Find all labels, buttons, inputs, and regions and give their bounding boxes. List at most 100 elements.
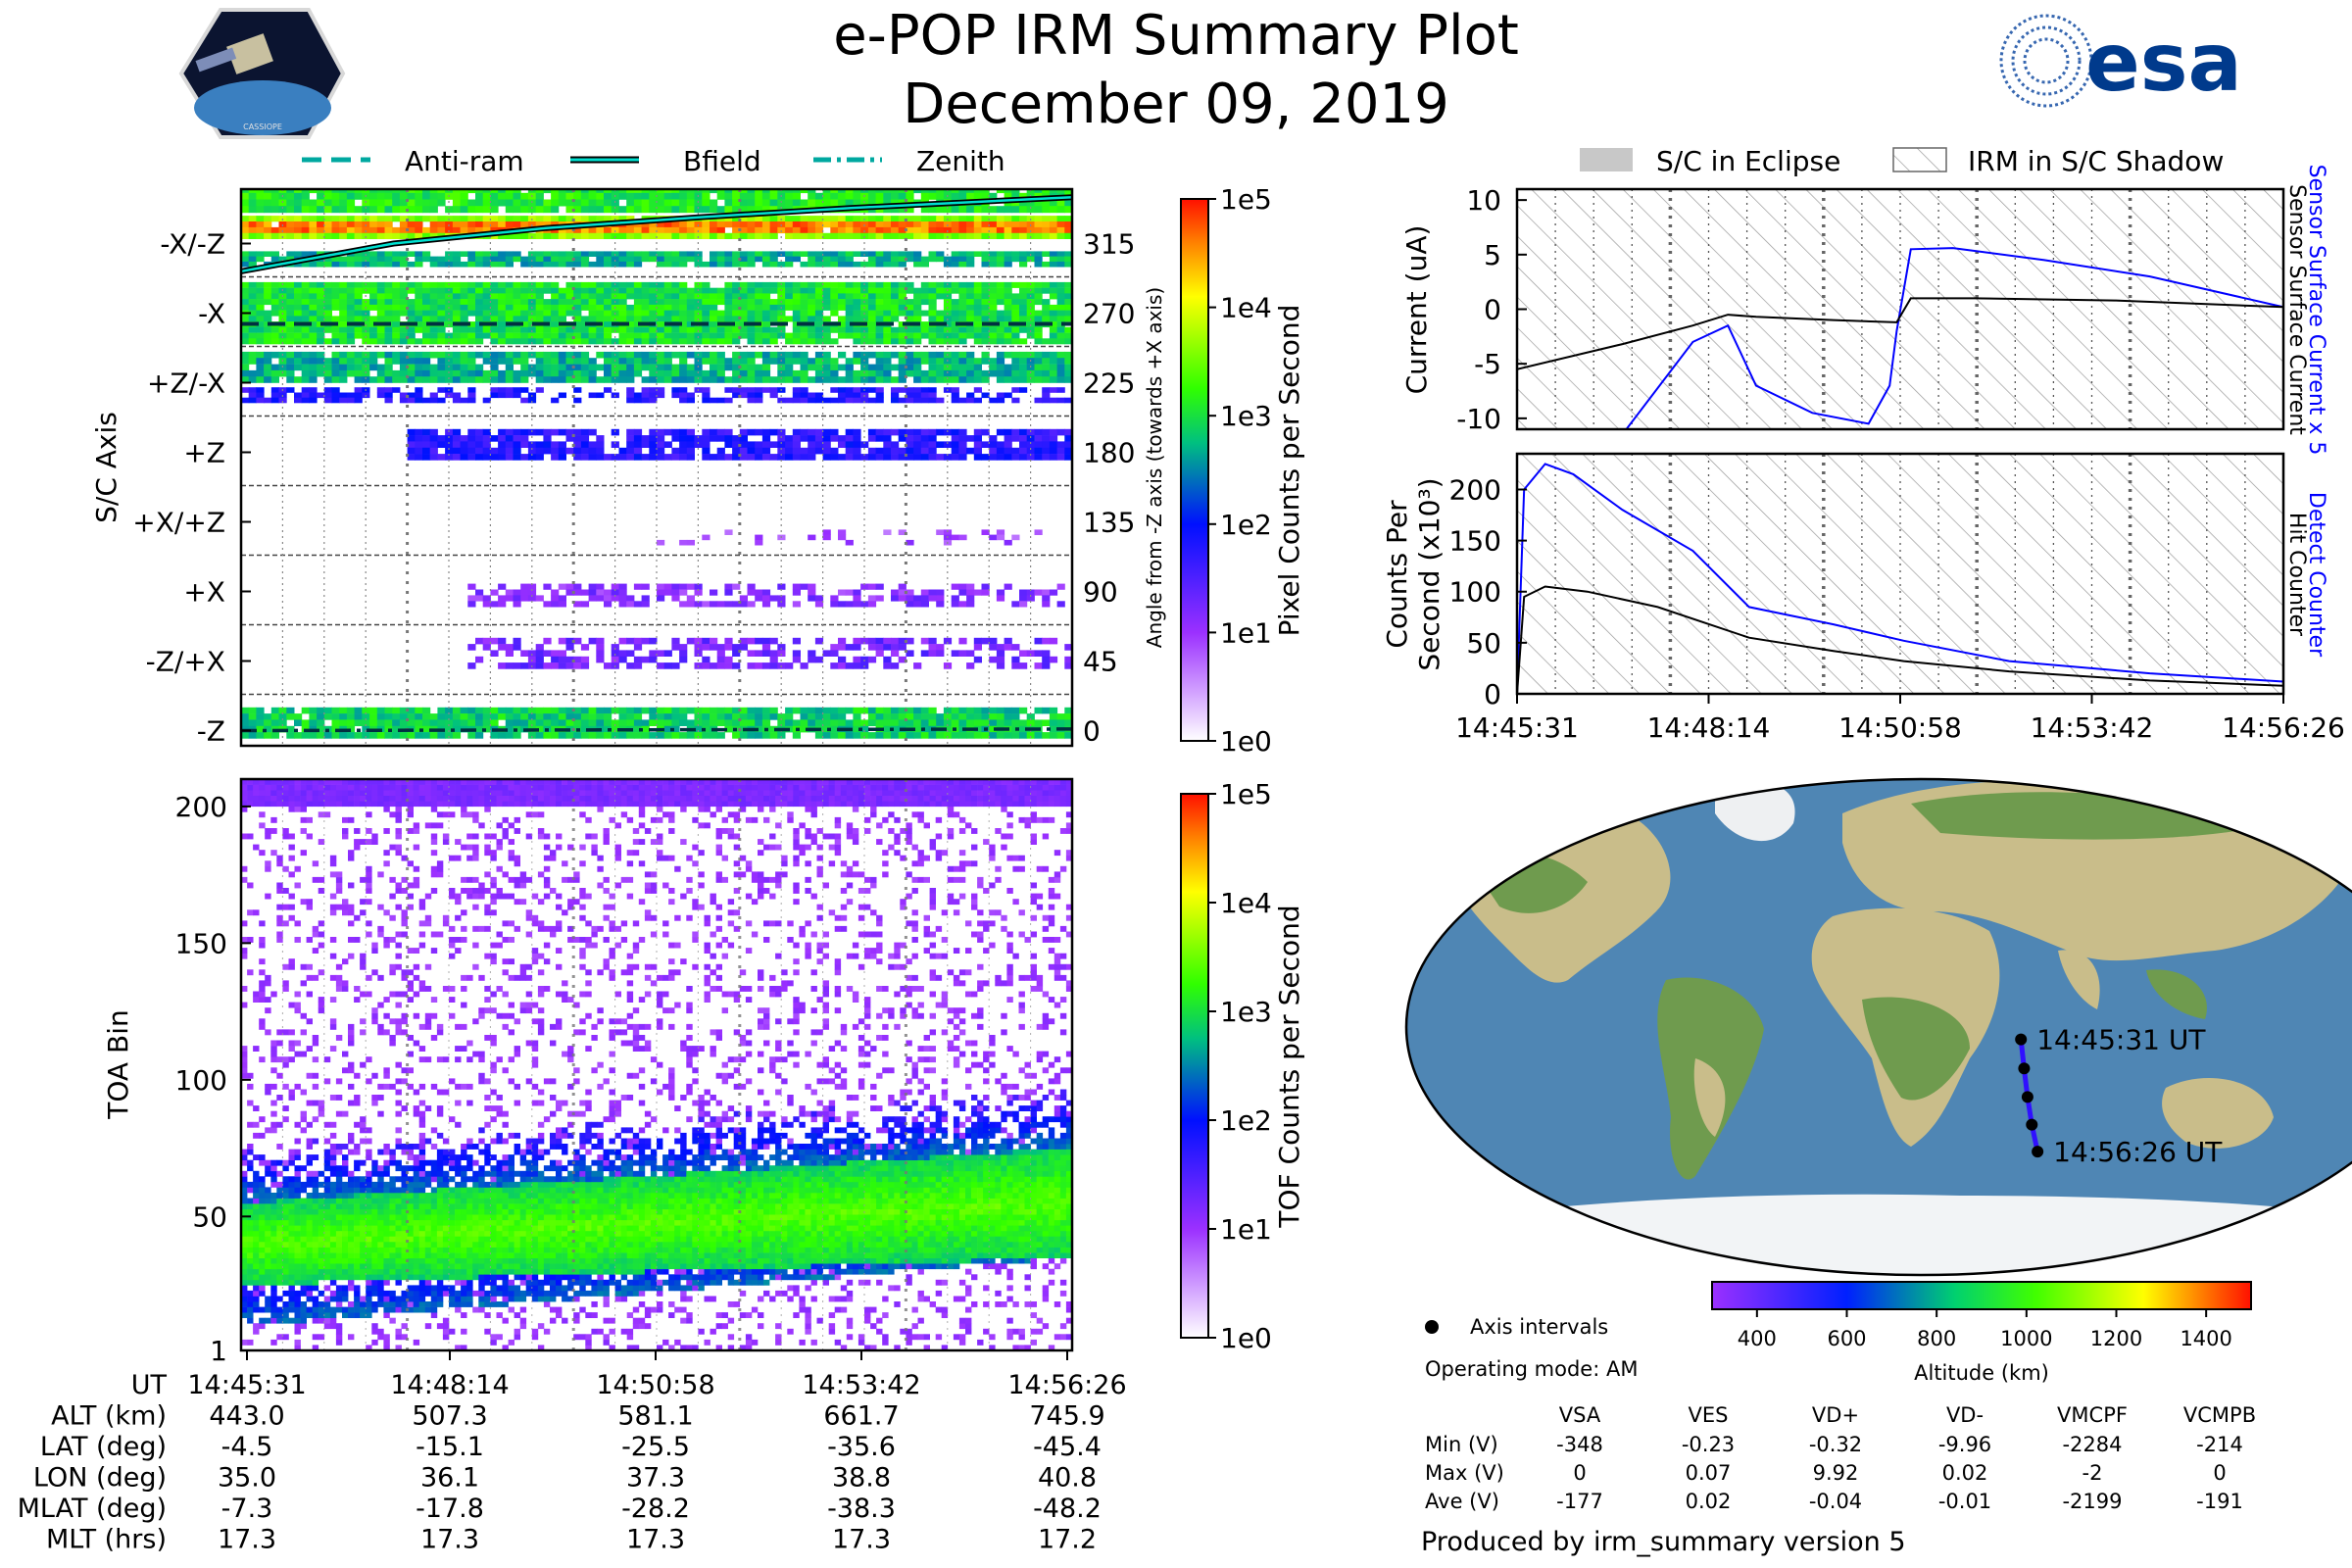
pixel-cell (989, 534, 998, 541)
pixel-cell (385, 753, 393, 760)
pixel-cell (732, 316, 741, 322)
tof-cell (282, 1203, 289, 1209)
pixel-cell (761, 351, 771, 359)
pixel-cell (565, 206, 574, 214)
pixel-cell (513, 304, 521, 311)
pixel-cell (906, 435, 914, 442)
tof-cell (247, 1306, 254, 1313)
pixel-cell (649, 454, 658, 461)
pixel-cell (671, 338, 680, 345)
pixel-cell (588, 707, 597, 714)
pixel-cell (649, 637, 658, 645)
pixel-cell (996, 428, 1005, 436)
pixel-cell (634, 753, 642, 760)
pixel-cell (369, 261, 378, 268)
pixel-cell (596, 713, 605, 720)
pixel-cell (785, 447, 794, 455)
pixel-cell (558, 392, 566, 399)
pixel-cell (460, 397, 468, 404)
pixel-cell (596, 261, 605, 268)
pixel-cell (369, 358, 378, 365)
tof-cell (288, 1219, 295, 1226)
pixel-cell (452, 725, 462, 733)
pixel-cell (256, 316, 265, 322)
pixel-cell (649, 351, 658, 359)
pixel-cell (551, 281, 560, 288)
pixel-cell (270, 287, 279, 294)
pixel-cell (966, 358, 975, 365)
pixel-cell (755, 392, 763, 399)
pixel-cell (369, 732, 378, 739)
pixel-cell (346, 293, 356, 300)
pixel-cell (928, 338, 937, 345)
pixel-cell (513, 351, 521, 359)
tof-cell (276, 1095, 283, 1101)
pixel-cell (604, 310, 612, 317)
pixel-cell (920, 397, 929, 404)
pixel-cell (384, 326, 393, 333)
tof-cell (270, 991, 277, 998)
tof-cell (259, 1306, 266, 1313)
pixel-cell (973, 376, 982, 383)
pixel-cell (822, 376, 831, 383)
pixel-cell (777, 435, 786, 442)
pixel-cell (663, 583, 672, 590)
pixel-cell (241, 206, 250, 214)
pixel-cell (339, 304, 348, 311)
pixel-cell (883, 441, 892, 448)
pixel-cell (309, 392, 318, 399)
pixel-cell (822, 199, 831, 207)
tof-cell (276, 931, 283, 938)
pixel-cell (429, 293, 438, 300)
pixel-cell (642, 746, 650, 753)
pixel-cell (739, 376, 748, 383)
pixel-cell (331, 199, 340, 207)
pixel-cell (936, 595, 945, 602)
pixel-cell (710, 256, 718, 263)
pixel-cell (875, 376, 884, 383)
pixel-cell (1004, 326, 1012, 333)
pixel-cell (498, 392, 507, 399)
pixel-cell (702, 376, 710, 383)
pixel-cell (1019, 326, 1028, 333)
tof-cell (259, 1252, 266, 1258)
pixel-cell (785, 199, 794, 207)
pixel-cell (657, 650, 665, 657)
pixel-cell (580, 454, 590, 461)
pixel-cell (808, 299, 816, 306)
pixel-cell (286, 321, 295, 328)
tof-cell (282, 1214, 289, 1221)
tof-cell (276, 1252, 283, 1258)
pixel-cell (649, 713, 658, 720)
tof-cell (276, 1198, 283, 1204)
tof-cell (259, 779, 266, 785)
pixel-cell (891, 206, 900, 214)
pixel-cell (875, 447, 884, 455)
pixel-cell (565, 376, 574, 383)
pixel-cell (384, 287, 393, 294)
pixel-cell (407, 454, 416, 461)
pixel-cell (264, 299, 272, 306)
pixel-cell (467, 428, 476, 436)
pixel-cell (429, 338, 438, 345)
pixel-cell (505, 232, 514, 239)
pixel-cell (429, 369, 438, 377)
pixel-cell (558, 650, 566, 657)
pixel-cell (671, 595, 680, 602)
pixel-cell (618, 293, 627, 300)
pixel-cell (814, 358, 824, 365)
pixel-cell (339, 316, 348, 322)
pixel-cell (830, 299, 839, 306)
pixel-cell (1049, 713, 1058, 720)
pixel-cell (346, 713, 356, 720)
pixel-cell (482, 256, 491, 263)
pixel-cell (460, 332, 468, 339)
tof-cell (265, 833, 271, 840)
pixel-cell (551, 601, 560, 608)
pixel-cell (339, 338, 348, 345)
pixel-cell (973, 332, 982, 339)
pixel-cell (354, 332, 363, 339)
pixel-cell (369, 351, 378, 359)
pixel-cell (989, 719, 998, 726)
pixel-cell (392, 746, 400, 753)
